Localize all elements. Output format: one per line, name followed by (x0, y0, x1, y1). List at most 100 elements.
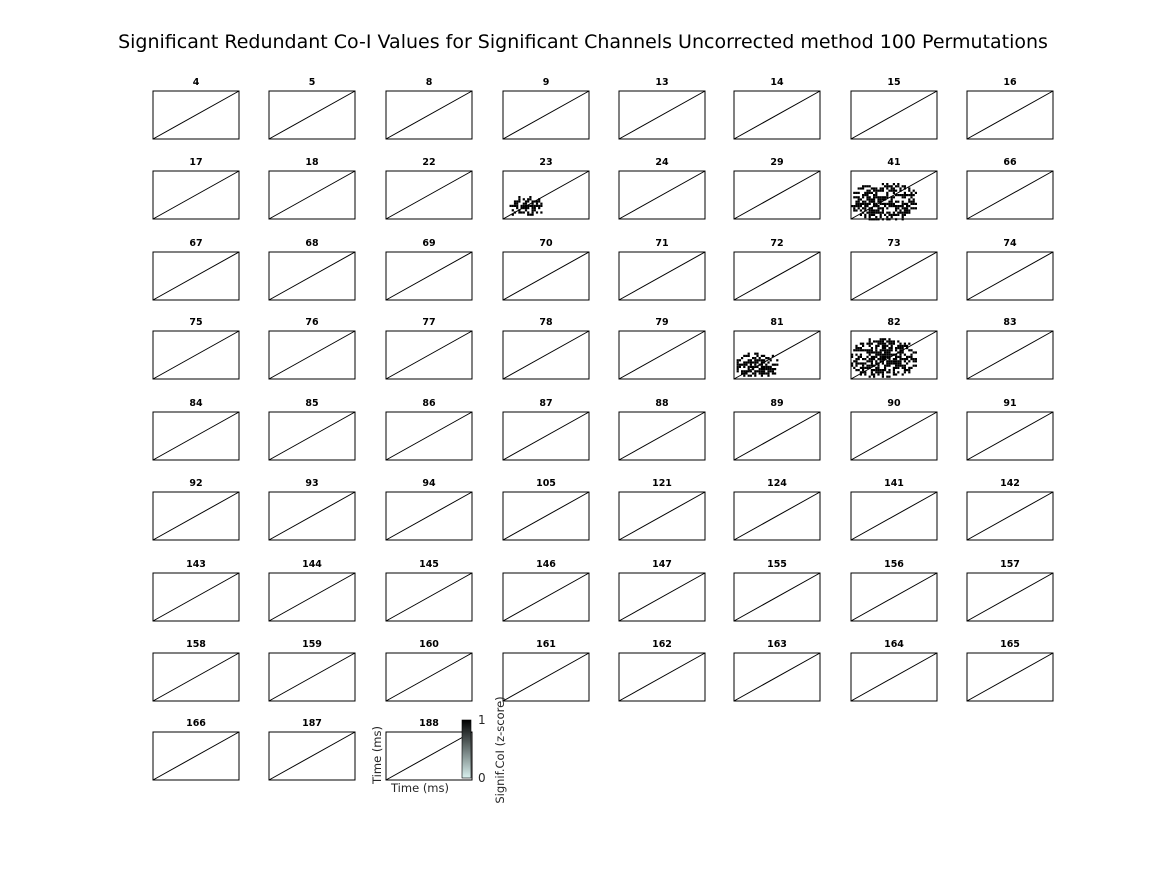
panel-frame (152, 330, 240, 380)
panel-frame (152, 170, 240, 220)
significant-pixel (864, 362, 867, 365)
significant-pixel (853, 366, 856, 369)
significant-pixel (754, 374, 757, 377)
significant-pixel (760, 374, 763, 377)
significant-pixel (771, 368, 774, 371)
significant-pixel (877, 196, 880, 199)
panel-41: 41 (850, 157, 938, 221)
significant-pixel (749, 374, 752, 377)
significant-pixel (908, 342, 911, 345)
significant-pixel (910, 353, 913, 356)
significant-pixel (859, 362, 862, 365)
significant-pixel (914, 364, 917, 367)
significant-pixel (897, 194, 900, 197)
significant-pixel (901, 213, 904, 216)
significant-pixel (873, 351, 876, 354)
significant-pixel (903, 366, 906, 369)
significant-pixel (892, 191, 895, 194)
panel-frame (966, 170, 1054, 220)
significant-pixel (851, 362, 854, 365)
significant-pixel (857, 349, 860, 352)
significant-pixel (888, 211, 891, 214)
significant-pixel (881, 196, 884, 199)
significant-pixel (868, 340, 871, 343)
significant-pixel (888, 375, 891, 378)
panel-15: 15 (850, 77, 938, 140)
significant-pixel (866, 196, 869, 199)
significant-pixel (862, 207, 865, 210)
significant-pixel (890, 353, 893, 356)
panel-81: 81 (733, 317, 821, 380)
significant-pixel (906, 205, 909, 208)
diagonal-line (618, 652, 706, 702)
significant-pixel (873, 213, 876, 216)
significant-pixel (912, 360, 915, 363)
significant-pixel (879, 349, 882, 352)
significant-pixel (774, 368, 777, 371)
panel-frame (152, 411, 240, 461)
significant-pixel (879, 353, 882, 356)
significant-pixel (853, 209, 856, 212)
significant-pixel (873, 187, 876, 190)
significant-pixel (895, 362, 898, 365)
panel-144: 144 (268, 559, 356, 622)
significant-pixel (738, 363, 741, 366)
significant-pixel (879, 355, 882, 358)
significant-pixel (745, 361, 748, 364)
significant-pixel (886, 355, 889, 358)
significant-pixel (895, 205, 898, 208)
significant-pixel (899, 189, 902, 192)
significant-pixel (767, 357, 770, 360)
panel-frame (268, 491, 356, 541)
significant-pixel (760, 359, 763, 362)
significant-pixel (884, 353, 887, 356)
significant-pixel (862, 358, 865, 361)
significant-pixel (862, 196, 865, 199)
panel-title: 78 (539, 317, 553, 328)
significant-pixel (747, 368, 750, 371)
significant-pixel (767, 365, 770, 368)
significant-pixel (895, 353, 898, 356)
significant-pixel (906, 358, 909, 361)
significant-pixel (879, 211, 882, 214)
panel-73: 73 (850, 238, 938, 301)
panel-159: 159 (268, 639, 356, 702)
significant-pixel (892, 358, 895, 361)
panel-frame (152, 572, 240, 622)
significant-pixel (855, 369, 858, 372)
significant-pixel (886, 349, 889, 352)
panel-title: 155 (767, 559, 787, 570)
significant-pixel (910, 358, 913, 361)
significant-pixel (864, 205, 867, 208)
significant-pixel (741, 370, 744, 373)
significant-pixel (881, 338, 884, 341)
significant-pixel (897, 360, 900, 363)
significant-pixel (763, 359, 766, 362)
significant-pixel (538, 204, 541, 207)
significant-pixel (886, 202, 889, 205)
significant-pixel (906, 202, 909, 205)
significant-pixel (870, 351, 873, 354)
significant-pixel (873, 189, 876, 192)
significant-pixel (886, 196, 889, 199)
panel-frame (618, 330, 706, 380)
panel-70: 70 (502, 238, 590, 301)
significant-pixel (518, 198, 521, 201)
significant-pixel (862, 362, 865, 365)
diagonal-line (850, 251, 938, 301)
significant-pixel (910, 207, 913, 210)
panel-146: 146 (502, 559, 590, 622)
significant-pixel (875, 191, 878, 194)
significant-pixel (516, 200, 519, 203)
significant-pixel (866, 351, 869, 354)
significant-pixel (884, 202, 887, 205)
significant-pixel (890, 202, 893, 205)
significant-pixel (767, 368, 770, 371)
significant-pixel (879, 189, 882, 192)
significant-pixel (879, 369, 882, 372)
significant-pixel (769, 370, 772, 373)
significant-pixel (868, 349, 871, 352)
significant-pixel (868, 211, 871, 214)
significant-pixel (886, 211, 889, 214)
significant-pixel (881, 369, 884, 372)
